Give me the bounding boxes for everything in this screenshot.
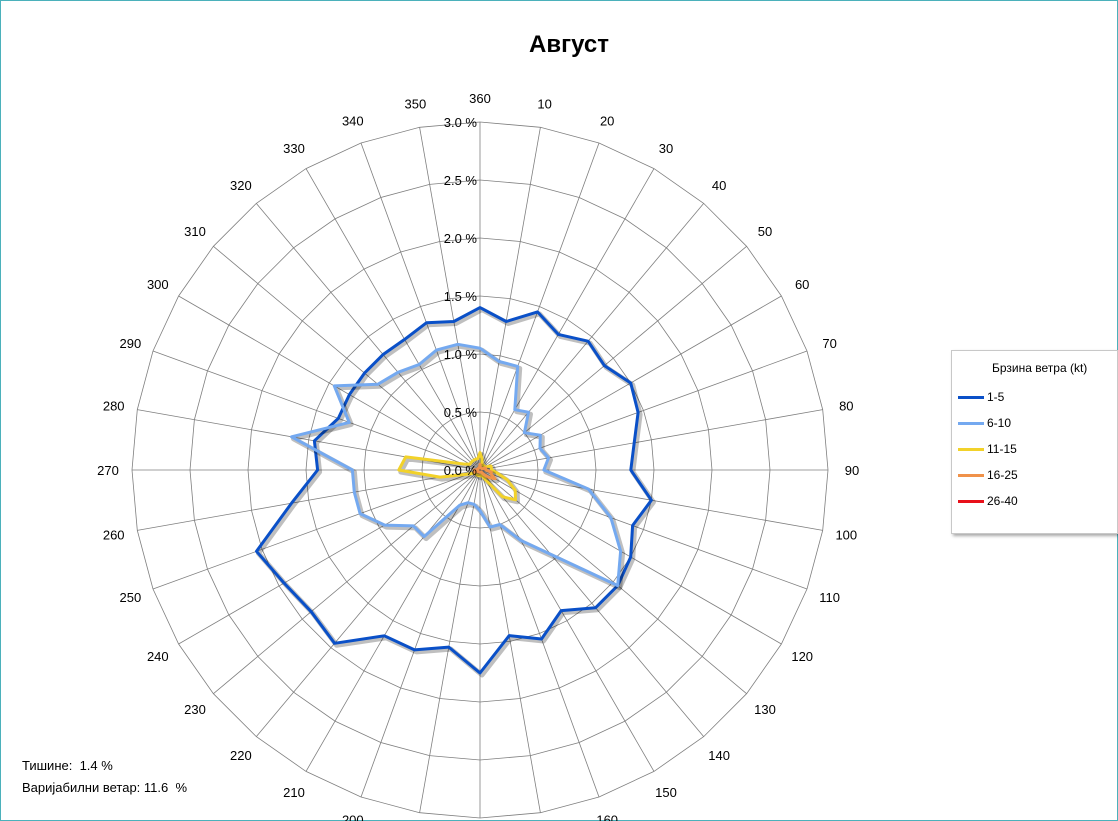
direction-label: 50 (758, 224, 772, 239)
grid-spoke (479, 469, 705, 737)
radial-tick-label: 0.0 % (444, 463, 478, 478)
direction-label: 330 (283, 141, 305, 156)
grid-spoke (137, 469, 481, 531)
direction-label: 230 (184, 702, 206, 717)
direction-label: 20 (600, 113, 614, 128)
direction-label: 110 (819, 590, 840, 605)
direction-label: 150 (655, 785, 677, 800)
grid-spoke (479, 469, 747, 695)
grid-spoke (360, 469, 481, 798)
series-16-25 (472, 462, 500, 484)
grid-spoke (479, 245, 747, 471)
direction-label: 240 (147, 649, 169, 664)
grid-spoke (305, 469, 481, 772)
direction-label: 70 (822, 336, 836, 351)
direction-label: 280 (103, 398, 125, 413)
direction-label: 220 (230, 748, 252, 763)
direction-label: 30 (659, 141, 673, 156)
grid-spoke (152, 350, 481, 471)
legend-title: Брзина ветра (kt) (992, 361, 1088, 375)
grid-spoke (305, 168, 481, 471)
label-layer: 360 10 20 30 40 50 60 70 80 90 100 110 120 130 140 150 1… (97, 91, 859, 821)
direction-label: 340 (342, 113, 364, 128)
variable-wind-note: Варијабилни ветар: 11.6 % (22, 780, 188, 795)
direction-label: 270 (97, 463, 119, 478)
legend-label: 26-40 (987, 494, 1018, 508)
direction-label: 320 (230, 178, 252, 193)
series-6-10 (290, 342, 626, 591)
direction-label: 160 (596, 813, 618, 821)
grid-spoke (152, 469, 481, 590)
grid-spoke (360, 142, 481, 471)
legend-item: 11-15 (958, 441, 1017, 457)
series-line (472, 462, 497, 481)
series-line (255, 306, 653, 675)
legend-item: 26-40 (958, 493, 1018, 509)
radial-tick-label: 0.5 % (444, 405, 478, 420)
direction-label: 100 (835, 528, 857, 543)
series-1-5 (255, 306, 656, 678)
legend-swatch (958, 473, 984, 477)
series-layer (255, 306, 656, 678)
direction-label: 80 (839, 398, 853, 413)
polar-grid (131, 121, 829, 819)
direction-label: 310 (184, 224, 206, 239)
direction-label: 200 (342, 813, 364, 821)
legend-label: 1-5 (987, 390, 1005, 404)
direction-label: 10 (537, 97, 551, 112)
grid-spoke (479, 203, 705, 471)
grid-spoke (479, 409, 823, 471)
direction-label: 360 (469, 91, 491, 106)
legend-item: 16-25 (958, 467, 1018, 483)
direction-label: 90 (845, 463, 859, 478)
legend-label: 6-10 (987, 416, 1012, 430)
grid-spoke (479, 469, 808, 590)
grid-spoke (479, 142, 600, 471)
legend-item: 6-10 (958, 415, 1011, 431)
radial-tick-label: 3.0 % (444, 115, 478, 130)
legend-swatch (958, 447, 984, 451)
direction-label: 140 (708, 748, 730, 763)
grid-spoke (178, 469, 481, 645)
direction-label: 130 (754, 702, 776, 717)
series-line (290, 342, 623, 588)
grid-spoke (479, 350, 808, 471)
grid-spoke (255, 469, 481, 737)
direction-label: 210 (283, 785, 305, 800)
calm-note: Тишине: 1.4 % (22, 758, 113, 773)
grid-spoke (419, 127, 481, 471)
legend-label: 16-25 (987, 468, 1018, 482)
direction-label: 300 (147, 277, 169, 292)
grid-spoke (178, 295, 481, 471)
radial-tick-label: 1.0 % (444, 347, 478, 362)
direction-label: 60 (795, 277, 809, 292)
radial-tick-label: 2.5 % (444, 173, 478, 188)
legend-swatch (958, 499, 984, 503)
radial-tick-label: 1.5 % (444, 289, 478, 304)
direction-label: 290 (120, 336, 142, 351)
grid-spoke (255, 203, 481, 471)
grid-spoke (479, 469, 655, 772)
legend-label: 11-15 (987, 442, 1017, 456)
legend: Брзина ветра (kt) 1-5 6-10 11-15 16-25 26-40 (951, 350, 1118, 534)
legend-swatch (958, 421, 984, 425)
radial-tick-label: 2.0 % (444, 231, 478, 246)
grid-spoke (479, 168, 655, 471)
direction-label: 260 (103, 528, 125, 543)
legend-item: 1-5 (958, 389, 1004, 405)
direction-label: 250 (120, 590, 142, 605)
grid-spoke (213, 245, 481, 471)
direction-label: 350 (405, 97, 427, 112)
grid-spoke (213, 469, 481, 695)
grid-spoke (479, 127, 541, 471)
chart-title: Август (529, 31, 609, 58)
grid-spoke (419, 469, 481, 813)
direction-label: 40 (712, 178, 726, 193)
grid-spoke (479, 469, 600, 798)
direction-label: 120 (791, 649, 813, 664)
legend-swatch (958, 395, 984, 399)
